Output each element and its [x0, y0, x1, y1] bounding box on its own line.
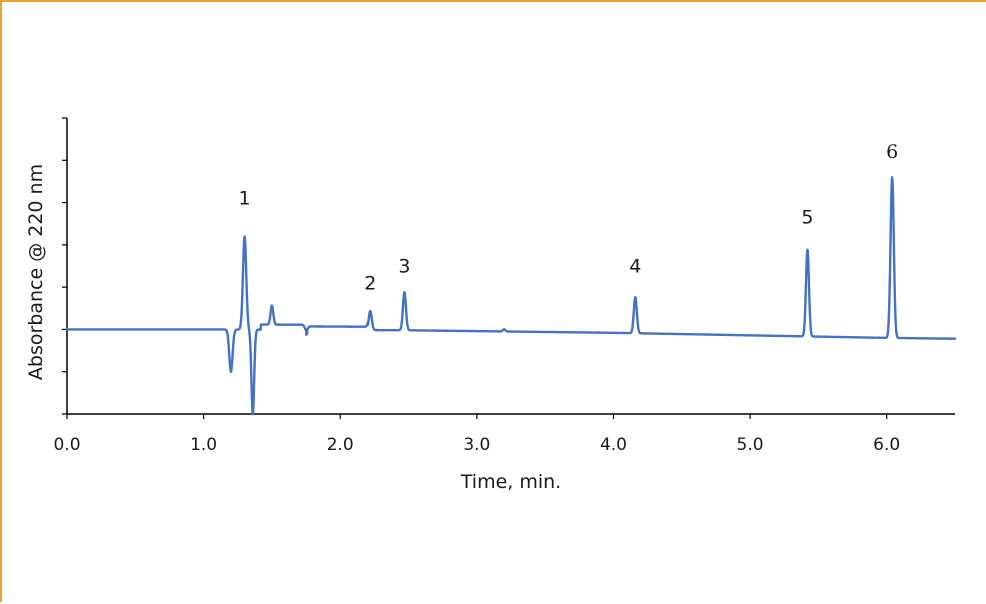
x-tick-label: 1.0: [190, 435, 217, 455]
chromatogram-trace: [65, 176, 957, 416]
peak-label-5: 5: [801, 207, 813, 229]
x-tick-label: 6.0: [873, 435, 900, 455]
x-axis-title: Time, min.: [460, 471, 561, 493]
x-tick-label: 4.0: [600, 435, 627, 455]
x-tick-label: 0.0: [53, 435, 80, 455]
x-tick-label: 2.0: [327, 435, 354, 455]
x-axis: 0.0 1.0 2.0 3.0 4.0 5.0 6.0: [53, 413, 955, 455]
peak-label-6: 6: [886, 141, 898, 163]
x-tick-label: 3.0: [463, 435, 490, 455]
peak-label-4: 4: [629, 255, 641, 277]
y-axis-title: Absorbance @ 220 nm: [25, 164, 47, 380]
peak-labels: 123 456: [239, 141, 899, 294]
peak-label-3: 3: [398, 255, 410, 277]
peak-label-2: 2: [364, 272, 376, 294]
y-axis: [62, 117, 68, 415]
peak-label-1: 1: [239, 188, 251, 210]
x-tick-label: 5.0: [737, 435, 764, 455]
